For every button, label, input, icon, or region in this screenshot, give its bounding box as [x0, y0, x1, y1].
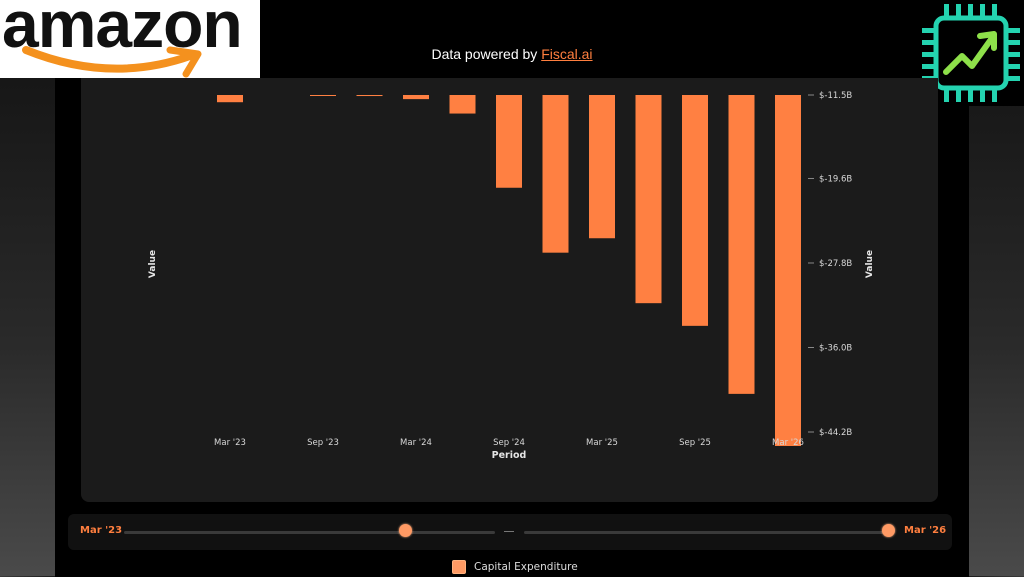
y-tick-label: $-36.0B — [819, 343, 852, 353]
amazon-logo: amazon — [0, 0, 260, 78]
logo-text: amazon — [2, 0, 243, 61]
y-axis-title-left: Value — [148, 250, 158, 278]
range-slider: Mar '23 Mar '26 — [68, 514, 952, 550]
x-tick-label: Mar '24 — [400, 438, 432, 448]
chart-legend[interactable]: Capital Expenditure — [452, 557, 578, 577]
y-tick-label: $-11.5B — [819, 91, 852, 101]
bar-dec-24 — [542, 95, 569, 253]
bar-mar-26 — [775, 95, 801, 446]
x-tick-label: Mar '26 — [772, 438, 804, 448]
slider-track-right[interactable] — [524, 531, 891, 534]
slider-start-label: Mar '23 — [80, 525, 123, 536]
slider-start-handle[interactable] — [399, 524, 412, 537]
bar-sep-23 — [310, 95, 336, 96]
chart-panel: Mar '23 Sep '23 Mar '24 Sep '24 Mar '25 Sep '… — [81, 78, 938, 502]
x-tick-label: Mar '23 — [214, 438, 246, 448]
x-tick-label: Mar '25 — [586, 438, 618, 448]
slider-end-handle[interactable] — [882, 524, 895, 537]
y-tick-label: $-44.2B — [819, 428, 852, 438]
bar-mar-24 — [403, 95, 429, 100]
bar-jun-25 — [635, 95, 662, 304]
chip-growth-icon — [922, 4, 1020, 102]
legend-label[interactable]: Capital Expenditure — [474, 561, 578, 573]
slider-separator — [504, 531, 514, 532]
bar-dec-23 — [356, 95, 383, 97]
smile-arrow-icon — [22, 46, 202, 78]
powered-prefix: Data powered by — [431, 46, 542, 62]
bar-chart: Mar '23 Sep '23 Mar '24 Sep '24 Mar '25 Sep '… — [148, 91, 875, 461]
x-tick-label: Sep '25 — [679, 438, 711, 448]
bar-sep-25 — [682, 95, 708, 326]
chip-chart-logo — [918, 0, 1024, 106]
y-tick-label: $-19.6B — [819, 174, 852, 184]
bar-mar-23 — [217, 95, 243, 103]
y-axis-title-right: Value — [865, 250, 875, 278]
bar-sep-24 — [496, 95, 522, 188]
bar-dec-25 — [728, 95, 755, 394]
background-left — [0, 0, 55, 576]
x-axis-title: Period — [492, 450, 527, 461]
fiscal-link[interactable]: Fiscal.ai — [541, 46, 593, 62]
y-tick-label: $-27.8B — [819, 259, 852, 269]
x-tick-label: Sep '23 — [307, 438, 339, 448]
bar-mar-25 — [589, 95, 615, 239]
x-tick-label: Sep '24 — [493, 438, 525, 448]
legend-swatch[interactable] — [452, 560, 466, 574]
powered-by-text: Data powered by Fiscal.ai — [0, 46, 1024, 62]
bar-jun-24 — [449, 95, 476, 114]
slider-track-left[interactable] — [124, 531, 495, 534]
slider-end-label: Mar '26 — [904, 525, 947, 536]
